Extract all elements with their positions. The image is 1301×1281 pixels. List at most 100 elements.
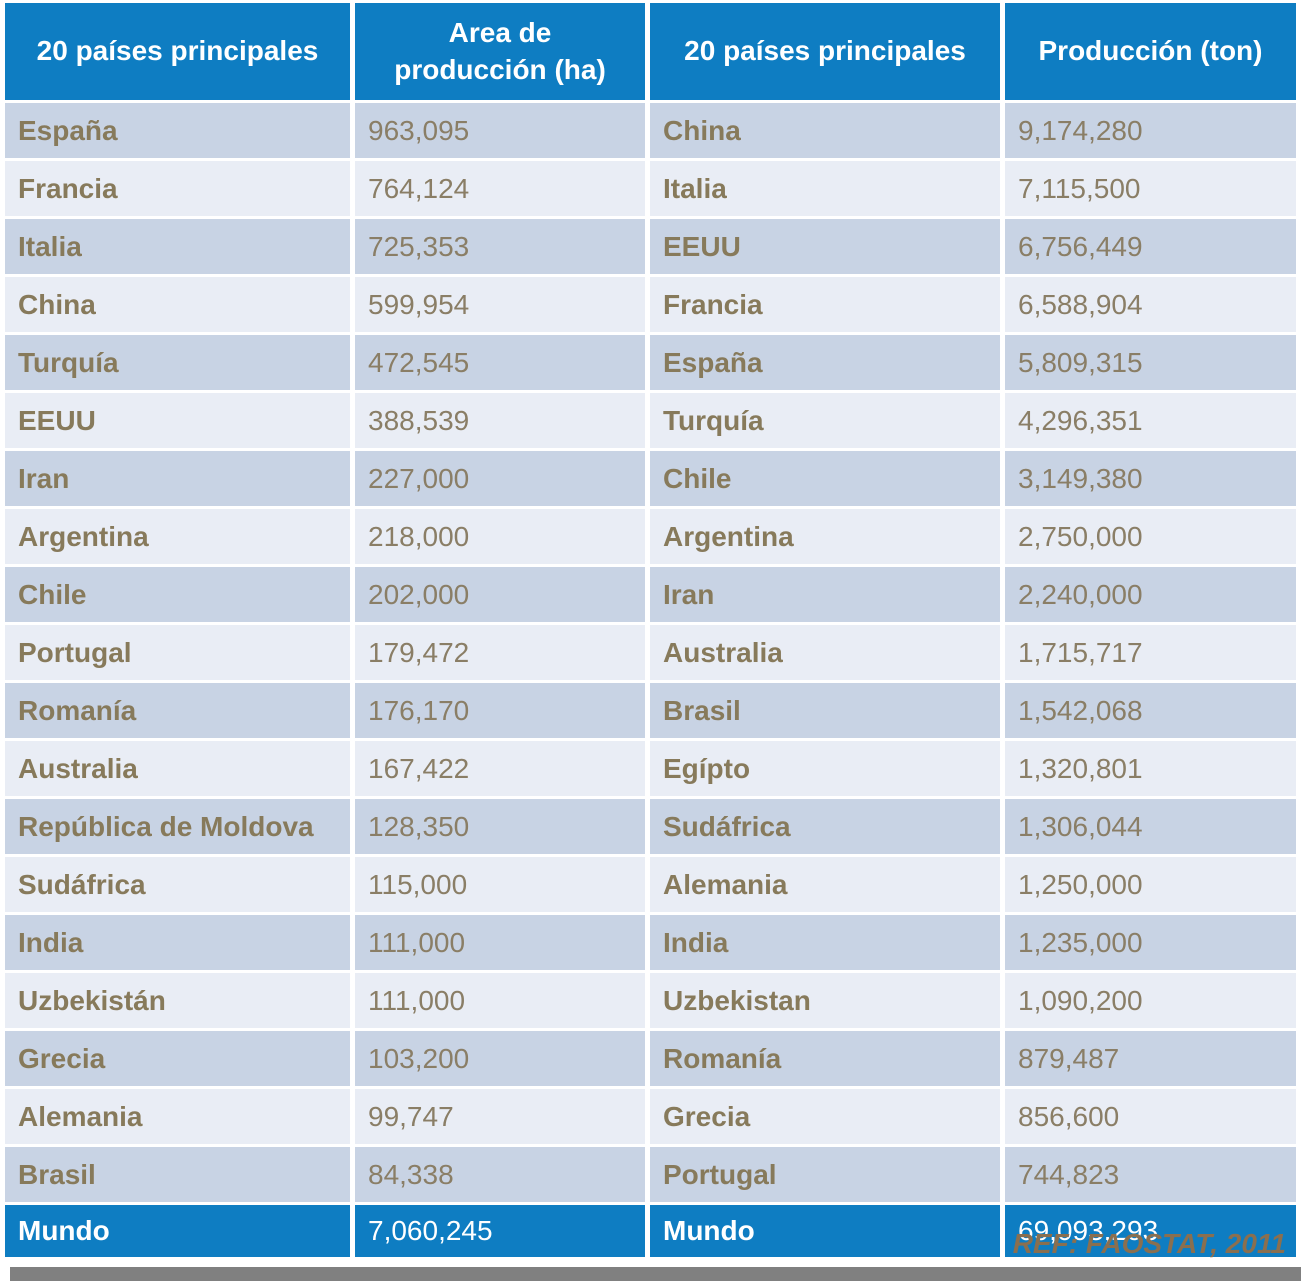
header-produccion-ton: Producción (ton): [1005, 3, 1296, 100]
area-value-cell: 128,350: [355, 799, 645, 854]
production-value-cell: 1,090,200: [1005, 973, 1296, 1028]
area-value-cell: 599,954: [355, 277, 645, 332]
table-row: Uzbekistán 111,000 Uzbekistan 1,090,200: [5, 973, 1296, 1028]
country-area-cell: Argentina: [5, 509, 350, 564]
area-value-cell: 103,200: [355, 1031, 645, 1086]
production-value-cell: 5,809,315: [1005, 335, 1296, 390]
country-area-cell: Brasil: [5, 1147, 350, 1202]
country-production-cell: Alemania: [650, 857, 1000, 912]
area-value-cell: 176,170: [355, 683, 645, 738]
country-area-cell: Chile: [5, 567, 350, 622]
table-row: Portugal 179,472 Australia 1,715,717: [5, 625, 1296, 680]
country-area-cell: Australia: [5, 741, 350, 796]
production-value-cell: 1,542,068: [1005, 683, 1296, 738]
area-value-cell: 764,124: [355, 161, 645, 216]
country-production-cell: Uzbekistan: [650, 973, 1000, 1028]
header-countries-prod: 20 países principales: [650, 3, 1000, 100]
area-value-cell: 111,000: [355, 973, 645, 1028]
table-row: Sudáfrica 115,000 Alemania 1,250,000: [5, 857, 1296, 912]
production-value-cell: 1,715,717: [1005, 625, 1296, 680]
production-value-cell: 7,115,500: [1005, 161, 1296, 216]
country-area-cell: Francia: [5, 161, 350, 216]
country-production-cell: Sudáfrica: [650, 799, 1000, 854]
bottom-bar: [10, 1267, 1301, 1281]
production-value-cell: 6,588,904: [1005, 277, 1296, 332]
country-area-cell: Romanía: [5, 683, 350, 738]
table-row: Chile 202,000 Iran 2,240,000: [5, 567, 1296, 622]
table-row: Turquía 472,545 España 5,809,315: [5, 335, 1296, 390]
country-production-cell: Chile: [650, 451, 1000, 506]
table-row: Alemania 99,747 Grecia 856,600: [5, 1089, 1296, 1144]
total-production-value: 69,093,293: [1005, 1205, 1296, 1257]
table-row: EEUU 388,539 Turquía 4,296,351: [5, 393, 1296, 448]
area-value-cell: 218,000: [355, 509, 645, 564]
production-value-cell: 6,756,449: [1005, 219, 1296, 274]
area-value-cell: 84,338: [355, 1147, 645, 1202]
table-row: Brasil 84,338 Portugal 744,823: [5, 1147, 1296, 1202]
table-row: República de Moldova 128,350 Sudáfrica 1…: [5, 799, 1296, 854]
production-value-cell: 1,235,000: [1005, 915, 1296, 970]
country-production-cell: Italia: [650, 161, 1000, 216]
country-area-cell: China: [5, 277, 350, 332]
table-row: Italia 725,353 EEUU 6,756,449: [5, 219, 1296, 274]
area-value-cell: 115,000: [355, 857, 645, 912]
country-area-cell: Italia: [5, 219, 350, 274]
production-value-cell: 744,823: [1005, 1147, 1296, 1202]
country-area-cell: Turquía: [5, 335, 350, 390]
country-area-cell: Uzbekistán: [5, 973, 350, 1028]
table-row: India 111,000 India 1,235,000: [5, 915, 1296, 970]
area-value-cell: 472,545: [355, 335, 645, 390]
country-production-cell: Turquía: [650, 393, 1000, 448]
area-value-cell: 202,000: [355, 567, 645, 622]
country-production-cell: Romanía: [650, 1031, 1000, 1086]
production-value-cell: 4,296,351: [1005, 393, 1296, 448]
production-value-cell: 9,174,280: [1005, 103, 1296, 158]
country-production-cell: Australia: [650, 625, 1000, 680]
area-value-cell: 963,095: [355, 103, 645, 158]
country-area-cell: Alemania: [5, 1089, 350, 1144]
table-row: Francia 764,124 Italia 7,115,500: [5, 161, 1296, 216]
table-footer: Mundo 7,060,245 Mundo 69,093,293: [5, 1205, 1296, 1257]
area-value-cell: 179,472: [355, 625, 645, 680]
table-row: China 599,954 Francia 6,588,904: [5, 277, 1296, 332]
country-area-cell: Iran: [5, 451, 350, 506]
total-label-area: Mundo: [5, 1205, 350, 1257]
reference-credit: REF: FAOSTAT, 2011: [1012, 1228, 1286, 1259]
production-value-cell: 1,306,044: [1005, 799, 1296, 854]
country-area-cell: Sudáfrica: [5, 857, 350, 912]
table-row: España 963,095 China 9,174,280: [5, 103, 1296, 158]
header-row: 20 países principales Area de producción…: [5, 3, 1296, 100]
country-area-cell: República de Moldova: [5, 799, 350, 854]
country-production-cell: Portugal: [650, 1147, 1000, 1202]
country-production-cell: China: [650, 103, 1000, 158]
table-row: Iran 227,000 Chile 3,149,380: [5, 451, 1296, 506]
table-row: Romanía 176,170 Brasil 1,542,068: [5, 683, 1296, 738]
total-label-prod: Mundo: [650, 1205, 1000, 1257]
table-body: España 963,095 China 9,174,280 Francia 7…: [5, 103, 1296, 1202]
area-value-cell: 388,539: [355, 393, 645, 448]
area-value-cell: 725,353: [355, 219, 645, 274]
country-production-cell: Brasil: [650, 683, 1000, 738]
production-value-cell: 856,600: [1005, 1089, 1296, 1144]
production-value-cell: 1,320,801: [1005, 741, 1296, 796]
area-value-cell: 111,000: [355, 915, 645, 970]
production-value-cell: 2,240,000: [1005, 567, 1296, 622]
country-area-cell: Grecia: [5, 1031, 350, 1086]
country-area-cell: Portugal: [5, 625, 350, 680]
country-production-cell: Egípto: [650, 741, 1000, 796]
table-row: Grecia 103,200 Romanía 879,487: [5, 1031, 1296, 1086]
total-row: Mundo 7,060,245 Mundo 69,093,293: [5, 1205, 1296, 1257]
area-value-cell: 99,747: [355, 1089, 645, 1144]
country-production-cell: Argentina: [650, 509, 1000, 564]
country-production-cell: España: [650, 335, 1000, 390]
country-production-cell: Francia: [650, 277, 1000, 332]
area-value-cell: 227,000: [355, 451, 645, 506]
area-value-cell: 167,422: [355, 741, 645, 796]
country-area-cell: EEUU: [5, 393, 350, 448]
country-production-cell: Iran: [650, 567, 1000, 622]
country-production-cell: Grecia: [650, 1089, 1000, 1144]
table-row: Argentina 218,000 Argentina 2,750,000: [5, 509, 1296, 564]
header-countries-area: 20 países principales: [5, 3, 350, 100]
country-area-cell: España: [5, 103, 350, 158]
